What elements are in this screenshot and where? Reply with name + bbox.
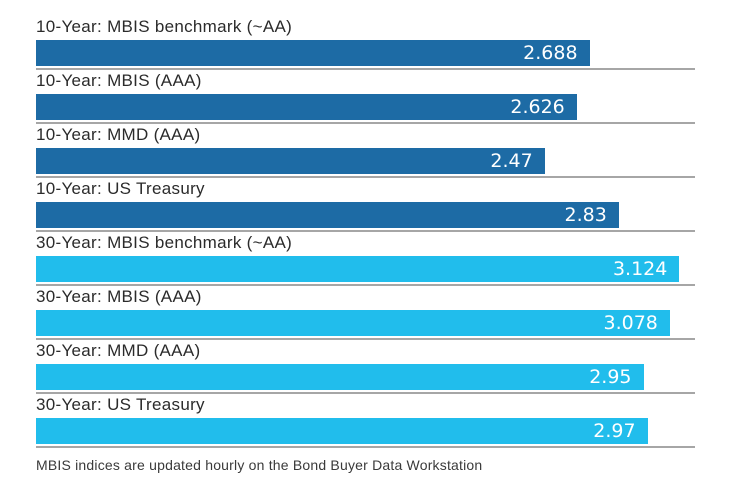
bar-track: 2.626 [36,94,695,120]
row-baseline [36,176,695,178]
bar-value-label: 2.97 [593,419,636,442]
yield-bar-chart: 10-Year: MBIS benchmark (~AA) 2.688 10-Yea… [36,16,740,448]
row-baseline [36,230,695,232]
bar: 3.078 [36,310,670,336]
bar-category-label: 10-Year: MMD (AAA) [36,125,201,144]
bar-category-label: 10-Year: MBIS (AAA) [36,71,202,90]
bar: 2.47 [36,148,545,174]
bar-track: 2.47 [36,148,695,174]
bar-value-label: 2.626 [510,95,565,118]
bar-track: 2.688 [36,40,695,66]
row-baseline [36,122,695,124]
row-baseline [36,392,695,394]
bar-row: 30-Year: US Treasury 2.97 [36,394,740,448]
bar: 2.626 [36,94,577,120]
bar-category-label: 30-Year: MBIS (AAA) [36,287,202,306]
bar-track: 3.124 [36,256,695,282]
bar-value-label: 3.124 [612,257,668,280]
bar-value-label: 2.95 [589,365,632,388]
bar: 2.95 [36,364,644,390]
bar-value-label: 2.83 [564,203,607,226]
bar-category-label: 10-Year: MBIS benchmark (~AA) [36,17,293,36]
row-baseline [36,284,695,286]
bar-category-label: 30-Year: MMD (AAA) [36,341,201,360]
row-baseline [36,338,695,340]
bar-value-label: 2.47 [490,149,533,172]
bar-track: 2.83 [36,202,695,228]
bar-row: 10-Year: MBIS (AAA) 2.626 [36,70,740,124]
bar-category-label: 10-Year: US Treasury [36,179,205,198]
chart-footnote: MBIS indices are updated hourly on the B… [36,457,483,473]
bar-row: 30-Year: MBIS (AAA) 3.078 [36,286,740,340]
bar-row: 30-Year: MBIS benchmark (~AA) 3.124 [36,232,740,286]
bar-value-label: 2.688 [523,41,578,64]
bar: 3.124 [36,256,680,282]
bar: 2.688 [36,40,590,66]
bar-track: 2.95 [36,364,695,390]
bar-value-label: 3.078 [603,311,658,334]
bar-category-label: 30-Year: US Treasury [36,395,205,414]
bar: 2.83 [36,202,619,228]
bar-row: 30-Year: MMD (AAA) 2.95 [36,340,740,394]
bar-track: 3.078 [36,310,695,336]
bar-row: 10-Year: MMD (AAA) 2.47 [36,124,740,178]
row-baseline [36,446,695,448]
row-baseline [36,68,695,70]
bar-row: 10-Year: MBIS benchmark (~AA) 2.688 [36,16,740,70]
bar-category-label: 30-Year: MBIS benchmark (~AA) [36,233,293,252]
bar-row: 10-Year: US Treasury 2.83 [36,178,740,232]
bar-track: 2.97 [36,418,695,444]
bar: 2.97 [36,418,648,444]
